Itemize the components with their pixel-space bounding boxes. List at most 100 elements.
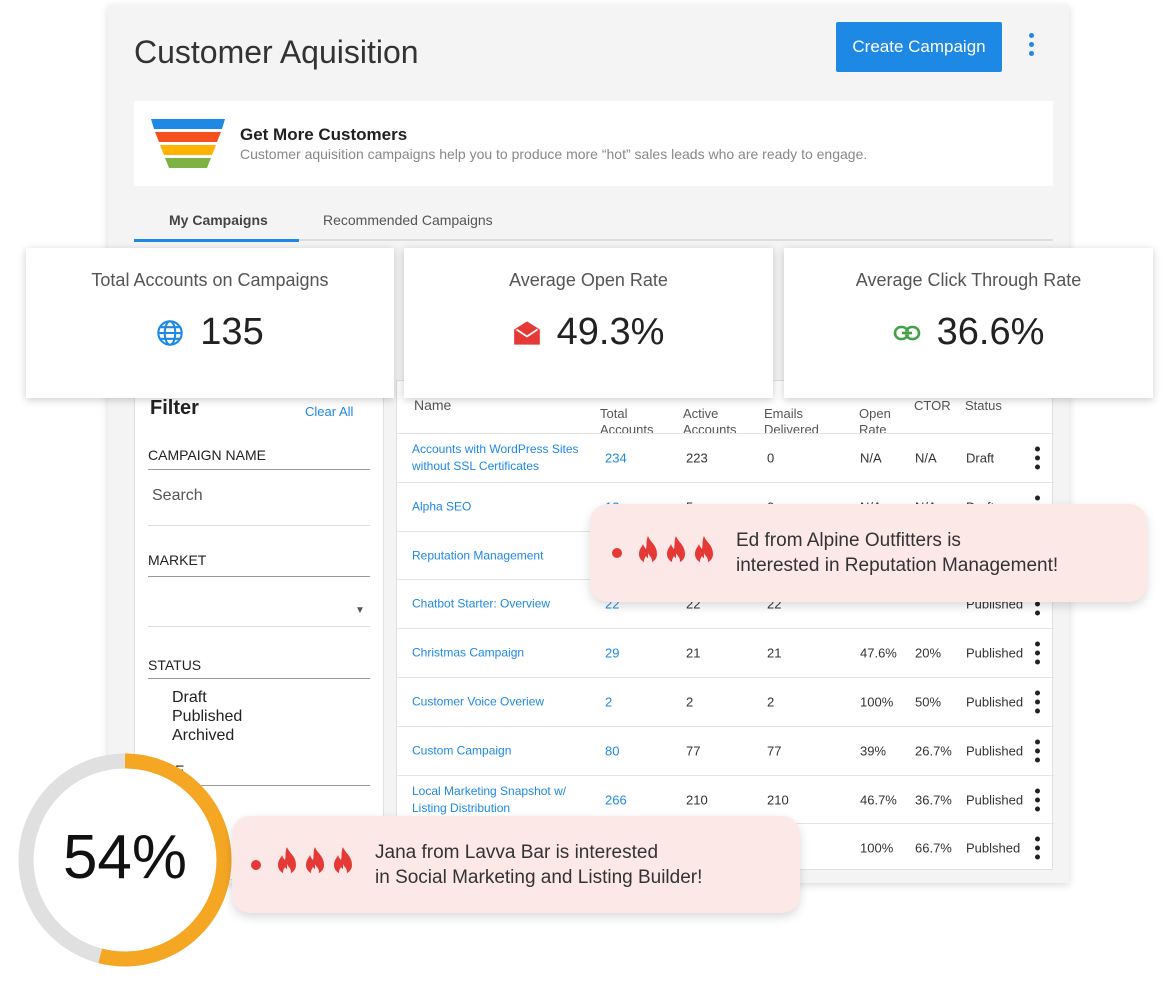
campaign-name-link[interactable]: Alpha SEO <box>412 499 472 514</box>
fire-icon <box>634 535 718 572</box>
campaign-name-link[interactable]: Christmas Campaign <box>412 645 525 660</box>
page-title: Customer Aquisition <box>134 34 419 70</box>
status-cell: Published <box>966 694 1024 710</box>
filter-title: Filter <box>150 397 199 419</box>
alert-dot-icon <box>251 859 261 870</box>
tab-divider <box>134 239 1053 241</box>
ctor-cell: 26.7% <box>915 743 952 759</box>
fire-icon <box>273 846 357 883</box>
banner-title: Get More Customers <box>240 125 408 144</box>
table-row[interactable]: Christmas Campaign 29 21 21 47.6% 20% Publishe… <box>397 628 1054 677</box>
campaign-name-link[interactable]: Customer Voice Overiew <box>412 694 545 709</box>
notification-text: Ed from Alpine Outfitters is <box>736 530 961 551</box>
col-ctor[interactable]: CTOR <box>914 398 951 413</box>
emails-delivered-cell: 2 <box>767 694 775 710</box>
table-row[interactable]: Local Marketing Snapshot w/ Listing Dist… <box>397 774 1054 824</box>
open-rate-cell: 100% <box>860 840 894 856</box>
active-accounts-cell: 210 <box>686 792 708 808</box>
ctor-cell: N/A <box>915 450 937 466</box>
open-rate-cell: 39% <box>860 743 887 759</box>
col-status[interactable]: Status <box>965 398 1002 413</box>
lead-notification[interactable]: Ed from Alpine Outfitters is interested i… <box>590 504 1147 602</box>
emails-delivered-cell: 77 <box>767 743 782 759</box>
open-rate-cell: 47.6% <box>860 645 897 661</box>
campaign-name-link[interactable]: Accounts with WordPress Sites without SS… <box>412 442 579 473</box>
status-cell: Draft <box>966 450 995 466</box>
total-accounts-cell[interactable]: 234 <box>605 450 627 466</box>
campaign-name-link[interactable]: Custom Campaign <box>412 743 512 758</box>
status-option-draft[interactable]: Draft <box>172 689 207 706</box>
table-row[interactable]: Customer Voice Overiew 2 2 2 100% 50% Publishe… <box>397 677 1054 726</box>
ctor-cell: 36.7% <box>915 792 952 808</box>
ctor-cell: 66.7% <box>915 840 952 856</box>
campaign-name-link[interactable]: Chatbot Starter: Overview <box>412 596 551 611</box>
more-options-icon[interactable] <box>1026 33 1036 56</box>
link-icon <box>893 325 920 340</box>
notification-text: Jana from Lavva Bar is interested <box>375 841 659 863</box>
open-rate-cell: N/A <box>860 450 882 466</box>
row-menu-icon[interactable] <box>1032 641 1042 665</box>
table-row[interactable]: Custom Campaign 80 77 77 39% 26.7% Published <box>397 725 1054 775</box>
status-cell: Published <box>966 645 1024 661</box>
active-accounts-cell: 21 <box>686 645 701 661</box>
status-cell: Publshed <box>966 840 1021 856</box>
status-options[interactable]: Draft Published Archived <box>172 688 242 745</box>
create-campaign-button[interactable]: Create Campaign <box>836 22 1002 72</box>
alert-dot-icon <box>612 548 622 558</box>
total-accounts-cell[interactable]: 266 <box>605 792 627 808</box>
stat-total-accounts: Total Accounts on Campaigns 135 <box>26 248 394 398</box>
notification-text: in Social Marketing and Listing Builder! <box>375 866 703 888</box>
stat-value: 36.6% <box>936 311 1045 353</box>
total-accounts-cell[interactable]: 80 <box>605 743 620 759</box>
stat-click-through-rate: Average Click Through Rate 36.6% <box>784 248 1153 398</box>
col-name[interactable]: Name <box>414 397 452 413</box>
row-menu-icon[interactable] <box>1032 446 1042 470</box>
banner-subtitle: Customer aquisition campaigns help you t… <box>240 146 868 162</box>
open-rate-cell: 46.7% <box>860 792 897 808</box>
active-accounts-cell: 2 <box>686 694 694 710</box>
ctor-cell: 50% <box>915 694 942 710</box>
open-envelope-icon <box>513 320 540 345</box>
table-row[interactable]: Accounts with WordPress Sites without SS… <box>397 433 1054 482</box>
status-cell: Published <box>966 792 1024 808</box>
active-tab-indicator <box>134 239 299 242</box>
campaign-name-link[interactable]: Local Marketing Snapshot w/ Listing Dist… <box>412 783 567 815</box>
stat-label: Average Open Rate <box>509 270 668 290</box>
progress-label: 54% <box>62 823 188 892</box>
progress-ring <box>18 753 232 967</box>
row-menu-icon[interactable] <box>1032 690 1042 714</box>
emails-delivered-cell: 21 <box>767 645 782 661</box>
status-label: STATUS <box>148 657 202 673</box>
row-menu-icon[interactable] <box>1032 788 1042 812</box>
progress-arc <box>18 753 232 967</box>
total-accounts-cell[interactable]: 29 <box>605 645 620 661</box>
search-input[interactable]: Search <box>152 487 203 504</box>
open-rate-cell: 100% <box>860 694 894 710</box>
total-accounts-cell[interactable]: 2 <box>605 694 613 710</box>
row-menu-icon[interactable] <box>1032 739 1042 763</box>
stat-label: Average Click Through Rate <box>855 270 1082 290</box>
status-cell: Published <box>966 743 1024 759</box>
stat-value: 49.3% <box>556 311 665 353</box>
stat-value: 135 <box>200 311 264 353</box>
active-accounts-cell: 223 <box>686 450 708 466</box>
clear-all-link[interactable]: Clear All <box>305 404 354 419</box>
status-option-published[interactable]: Published <box>172 708 243 725</box>
tab-my-campaigns[interactable]: My Campaigns <box>169 212 268 228</box>
active-accounts-cell: 77 <box>686 743 701 759</box>
campaigns-table: Name Total Accounts Active Accounts Emai… <box>396 380 1054 870</box>
stat-label: Total Accounts on Campaigns <box>91 270 329 290</box>
status-option-archived[interactable]: Archived <box>172 727 235 744</box>
market-label: MARKET <box>148 552 207 568</box>
notification-text: interested in Reputation Management! <box>736 555 1059 576</box>
stat-open-rate: Average Open Rate 49.3% <box>404 248 773 398</box>
ctor-cell: 20% <box>915 645 942 661</box>
funnel-icon <box>151 119 225 168</box>
row-menu-icon[interactable] <box>1032 836 1042 860</box>
market-dropdown-arrow-icon[interactable]: ▼ <box>355 605 365 616</box>
tab-recommended-campaigns[interactable]: Recommended Campaigns <box>323 212 493 228</box>
campaign-name-label: CAMPAIGN NAME <box>148 447 266 463</box>
lead-notification[interactable]: Jana from Lavva Bar is interested in Soci… <box>232 816 800 913</box>
campaign-name-link[interactable]: Reputation Management <box>412 548 544 563</box>
globe-icon <box>157 319 184 346</box>
